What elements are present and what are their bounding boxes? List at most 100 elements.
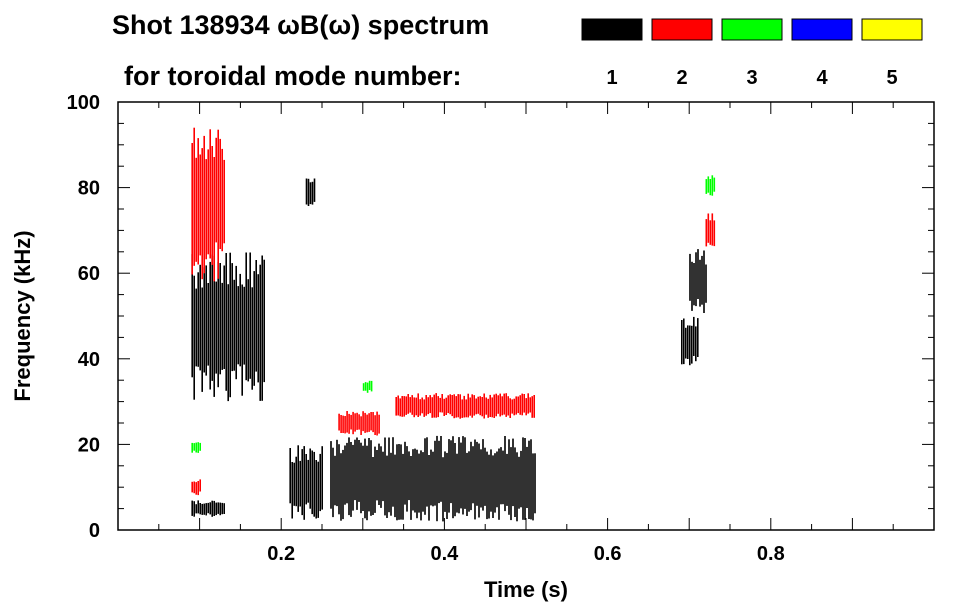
feature-streak (235, 265, 237, 380)
feature-streak (195, 482, 197, 495)
feature-streak (492, 455, 494, 518)
feature-streak (307, 178, 310, 206)
feature-streak (199, 442, 201, 451)
feature-streak (461, 399, 463, 418)
feature-streak (372, 457, 374, 515)
feature-streak (524, 438, 526, 520)
feature-streak (195, 442, 197, 453)
feature-streak (516, 452, 518, 522)
feature-streak (518, 456, 520, 509)
feature-streak (207, 283, 209, 366)
feature-streak (358, 440, 360, 502)
feature-streak (527, 393, 529, 414)
feature-streak (362, 411, 364, 432)
feature-streak (409, 397, 411, 413)
spectrogram-marks (191, 127, 716, 522)
feature-streak (456, 453, 458, 513)
feature-streak (364, 412, 366, 433)
feature-streak (465, 399, 467, 418)
feature-streak (205, 265, 207, 376)
feature-streak (378, 443, 380, 505)
feature-streak (219, 502, 221, 516)
legend-swatch-mode-2 (651, 18, 713, 41)
feature-streak (378, 414, 380, 434)
feature-streak (348, 437, 350, 516)
feature-streak (380, 446, 382, 508)
feature-streak (394, 454, 396, 518)
feature-streak (449, 394, 451, 415)
feature-streak (447, 395, 449, 414)
feature-streak (317, 461, 319, 518)
feature-streak (209, 261, 211, 390)
feature-streak (496, 451, 498, 508)
feature-streak (221, 148, 223, 252)
feature-streak (416, 449, 418, 519)
feature-mode-1 (191, 500, 225, 517)
feature-streak (191, 442, 193, 453)
feature-mode-1 (305, 178, 316, 206)
feature-streak (225, 253, 227, 391)
feature-mode-2 (338, 411, 380, 436)
feature-streak (473, 395, 475, 416)
feature-streak (193, 275, 195, 400)
y-tick-label: 60 (78, 263, 100, 285)
feature-streak (415, 397, 417, 416)
feature-streak (257, 274, 259, 383)
feature-streak (209, 502, 211, 515)
feature-streak (219, 263, 221, 375)
feature-streak (227, 284, 229, 402)
feature-streak (350, 442, 352, 517)
feature-streak (485, 397, 487, 415)
feature-streak (418, 453, 420, 513)
legend-label-mode-1: 1 (606, 67, 617, 89)
feature-streak (699, 259, 701, 307)
legend-swatch-mode-4 (791, 18, 853, 41)
feature-streak (467, 393, 469, 418)
feature-streak (191, 254, 193, 378)
feature-streak (209, 129, 211, 259)
feature-streak (681, 320, 683, 365)
feature-streak (398, 444, 400, 520)
feature-streak (203, 267, 205, 373)
feature-streak (340, 453, 342, 521)
feature-streak (255, 260, 257, 372)
feature-streak (249, 252, 251, 379)
y-tick-label: 100 (67, 92, 100, 114)
feature-streak (402, 453, 404, 520)
feature-streak (705, 264, 707, 303)
feature-streak (444, 451, 446, 512)
feature-streak (503, 393, 505, 415)
feature-streak (201, 503, 203, 515)
feature-streak (197, 500, 199, 514)
x-axis-label: Time (s) (484, 577, 568, 602)
feature-mode-3 (362, 380, 373, 393)
feature-streak (705, 219, 708, 247)
feature-streak (494, 453, 496, 513)
feature-streak (466, 452, 468, 516)
feature-streak (263, 259, 265, 383)
feature-streak (479, 396, 481, 416)
feature-streak (213, 255, 215, 397)
feature-streak (221, 502, 223, 515)
feature-streak (199, 479, 201, 492)
feature-streak (205, 503, 207, 516)
feature-streak (388, 437, 390, 513)
feature-streak (233, 279, 235, 371)
feature-streak (352, 411, 354, 435)
feature-streak (406, 446, 408, 512)
feature-streak (231, 263, 233, 372)
feature-streak (368, 413, 370, 432)
feature-streak (397, 395, 399, 416)
feature-streak (193, 443, 195, 451)
feature-streak (506, 453, 508, 506)
feature-streak (197, 272, 199, 367)
feature-streak (191, 481, 193, 493)
feature-streak (480, 449, 482, 508)
feature-streak (342, 415, 344, 433)
feature-streak (533, 395, 535, 418)
feature-streak (319, 453, 321, 512)
feature-streak (498, 448, 500, 520)
feature-streak (488, 454, 490, 519)
feature-mode-3 (191, 442, 201, 453)
feature-streak (207, 149, 209, 255)
